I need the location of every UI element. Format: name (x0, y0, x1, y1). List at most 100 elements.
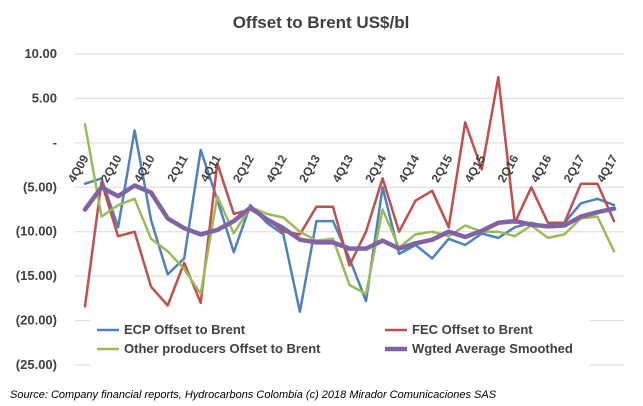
data-point (299, 233, 301, 236)
data-point (332, 220, 334, 222)
data-point (447, 238, 450, 240)
legend-background (90, 320, 590, 366)
data-point (580, 215, 582, 218)
data-point (547, 222, 549, 224)
legend: ECP Offset to Brent FEC Offset to Brent Ot… (90, 320, 590, 366)
data-point (150, 286, 152, 288)
x-tick-label: 2Q17 (561, 152, 588, 185)
data-point (348, 247, 351, 250)
data-point (580, 182, 582, 185)
data-point (447, 235, 450, 237)
data-point (266, 218, 268, 221)
data-point (497, 237, 500, 239)
data-point (133, 230, 136, 233)
data-point (216, 229, 219, 231)
y-tick-label: (5.00) (23, 179, 57, 194)
data-point (266, 222, 268, 224)
data-point (381, 186, 384, 189)
x-tick-label: 2Q15 (428, 152, 455, 185)
data-point (596, 182, 599, 185)
data-point (199, 302, 202, 304)
data-point (183, 268, 185, 270)
data-point (613, 204, 615, 206)
data-point (232, 251, 235, 253)
data-point (414, 242, 417, 245)
data-point (216, 162, 219, 165)
source-note: Source: Company financial reports, Hydro… (10, 389, 497, 401)
data-point (365, 293, 367, 295)
data-point (348, 257, 351, 260)
data-point (596, 211, 599, 213)
data-point (381, 208, 384, 211)
data-point (216, 195, 219, 197)
data-point (332, 238, 334, 240)
data-point (282, 216, 285, 219)
data-point (150, 219, 152, 221)
data-point (580, 202, 582, 205)
data-point (315, 241, 318, 244)
data-point (431, 190, 433, 192)
data-point (150, 238, 152, 240)
data-point (299, 310, 301, 313)
data-point (117, 195, 119, 197)
y-tick-label: 10.00 (24, 46, 57, 61)
data-point (596, 215, 599, 218)
data-point (183, 257, 185, 260)
data-point (480, 230, 483, 232)
data-point (166, 273, 169, 276)
data-point (398, 230, 400, 233)
data-point (84, 182, 86, 185)
data-point (563, 233, 566, 236)
data-point (365, 247, 367, 250)
data-point (447, 230, 450, 233)
x-tick-label: 4Q16 (528, 152, 555, 185)
data-point (398, 253, 400, 255)
data-point (84, 305, 86, 308)
x-tick-label: 2Q13 (296, 152, 323, 185)
data-point (315, 206, 318, 208)
y-tick-label: (20.00) (16, 313, 57, 328)
data-point (398, 247, 400, 250)
data-point (497, 222, 500, 224)
data-point (596, 198, 599, 200)
data-point (547, 237, 549, 239)
data-point (431, 230, 433, 233)
data-point (547, 225, 549, 228)
data-point (332, 206, 334, 208)
data-point (480, 168, 483, 171)
data-point (199, 149, 202, 151)
data-point (166, 217, 169, 220)
data-point (348, 264, 351, 267)
series-layer (82, 75, 617, 313)
data-point (84, 208, 86, 211)
data-point (464, 121, 467, 124)
data-point (133, 184, 136, 187)
y-tick-label: - (53, 135, 57, 150)
data-point (117, 204, 119, 206)
x-tick-label: 2Q11 (164, 152, 191, 184)
data-point (464, 244, 467, 246)
data-point (183, 227, 185, 229)
data-point (117, 235, 119, 237)
x-axis: 4Q09 2Q10 4Q10 2Q11 4Q11 2Q12 4Q12 2Q13 4Q13 2Q14… (65, 152, 621, 185)
legend-label: Wgted Average Smoothed (412, 341, 573, 356)
x-tick-label: 4Q09 (65, 152, 92, 185)
legend-label: Other producers Offset to Brent (124, 341, 321, 356)
data-point (133, 129, 136, 132)
data-point (232, 232, 235, 235)
data-point (414, 199, 417, 202)
data-point (497, 230, 500, 233)
data-point (514, 220, 516, 222)
data-point (282, 230, 285, 233)
x-tick-label: 2Q14 (362, 152, 389, 185)
data-point (100, 181, 103, 183)
series-line-2 (83, 75, 616, 308)
data-point (613, 220, 615, 222)
data-point (613, 207, 615, 210)
data-point (497, 76, 500, 78)
data-point (332, 241, 334, 244)
data-point (613, 250, 615, 253)
data-point (133, 198, 136, 200)
data-point (563, 224, 566, 227)
